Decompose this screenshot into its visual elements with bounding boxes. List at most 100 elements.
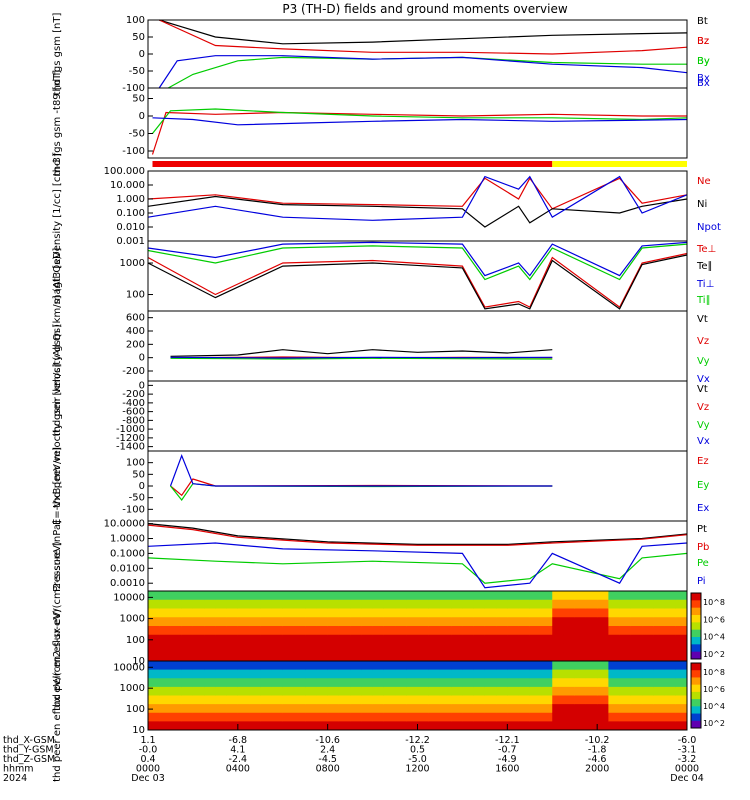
heatmap-cell (496, 661, 508, 671)
heatmap-cell (260, 669, 273, 679)
heatmap-cell (372, 591, 385, 601)
heatmap-cell (361, 669, 374, 679)
heatmap-cell (271, 704, 284, 714)
heatmap-cell (192, 686, 205, 696)
series-line-Ez (170, 478, 553, 497)
heatmap-cell (574, 591, 587, 601)
heatmap-cell (293, 721, 306, 731)
heatmap-cell (518, 617, 531, 627)
heatmap-cell (630, 626, 643, 636)
heatmap-cell (462, 686, 475, 696)
heatmap-cell (529, 591, 542, 601)
heatmap-cell (451, 695, 463, 705)
heatmap-cell (439, 652, 452, 662)
panel-frame (147, 310, 688, 382)
heatmap-cell (327, 661, 340, 671)
heatmap-cell (619, 617, 632, 627)
heatmap-cell (305, 695, 317, 705)
heatmap-cell (350, 661, 362, 671)
heatmap-cell (192, 669, 205, 679)
heatmap-cell (630, 599, 643, 609)
y-tick-label: 10000 (113, 592, 145, 603)
heatmap-cell (619, 704, 632, 714)
heatmap-cell (541, 712, 553, 722)
heatmap-cell (428, 591, 441, 601)
heatmap-cell (181, 643, 194, 653)
heatmap-cell (395, 686, 407, 696)
heatmap-cell (395, 626, 407, 636)
series-line-Npot (147, 175, 688, 221)
colorbar-tick-label: 10^4 (703, 702, 725, 711)
heatmap-cell (249, 686, 261, 696)
y-tick-label: 0.0010 (110, 578, 145, 589)
panel-fgs: Bt Bz By Bx 100 50 0 -50 -100 thd fgs gsm [nT] (52, 13, 710, 96)
heatmap-cell (597, 661, 609, 671)
heatmap-cell (327, 704, 340, 714)
heatmap-cell (507, 626, 520, 636)
heatmap-cell (204, 591, 216, 601)
heatmap-cell (305, 626, 317, 636)
heatmap-cell (316, 686, 329, 696)
heatmap-cell (327, 678, 340, 688)
panel-peer-velocity: VtVzVyVx0-200-400-600-800-1000-1200-1400… (52, 324, 710, 508)
heatmap-cell (395, 661, 407, 671)
heatmap-cell (249, 617, 261, 627)
heatmap-cell (159, 721, 171, 731)
heatmap-cell (619, 712, 632, 722)
heatmap-cell (507, 599, 520, 609)
heatmap-cell (372, 599, 385, 609)
heatmap-cell (439, 661, 452, 671)
heatmap-cell (204, 686, 216, 696)
heatmap-cell (608, 678, 621, 688)
heatmap-cell (237, 712, 250, 722)
legend-label-Vy: Vy (697, 420, 710, 431)
heatmap-cell (428, 599, 441, 609)
heatmap-cell (496, 634, 508, 644)
y-tick-label: -200 (122, 366, 145, 377)
heatmap-cell (181, 669, 194, 679)
y-tick-label: -50 (129, 129, 145, 140)
heatmap-cell (215, 617, 228, 627)
y-tick-label: 10 (132, 656, 145, 667)
heatmap-cell (574, 686, 587, 696)
heatmap-cell (383, 643, 396, 653)
heatmap-cell (597, 634, 609, 644)
heatmap-cell (619, 686, 632, 696)
heatmap-cell (361, 695, 374, 705)
y-tick-label: 100 (126, 704, 145, 715)
heatmap-cell (642, 643, 654, 653)
heatmap-cell (293, 695, 306, 705)
heatmap-cell (451, 669, 463, 679)
heatmap-cell (608, 669, 621, 679)
heatmap-cell (507, 721, 520, 731)
heatmap-cell (563, 686, 576, 696)
heatmap-cell (451, 608, 463, 618)
heatmap-cell (170, 695, 183, 705)
heatmap-cell (664, 652, 677, 662)
heatmap-cell (630, 617, 643, 627)
heatmap-cell (484, 669, 497, 679)
heatmap-cell (237, 695, 250, 705)
heatmap-cell (597, 599, 609, 609)
heatmap-cell (451, 721, 463, 731)
y-tick-label: 0 (139, 111, 145, 122)
heatmap-cell (642, 591, 654, 601)
heatmap-cell (159, 626, 171, 636)
heatmap-cell (237, 617, 250, 627)
heatmap-cell (473, 712, 486, 722)
heatmap-cell (249, 591, 261, 601)
heatmap-cell (305, 643, 317, 653)
panel-peir-eflux: 10^8 10^6 10^4 10^2 10000 1000 100 10 thd peir e… (52, 541, 725, 710)
x-tick-label: -6.0 (678, 735, 697, 746)
heatmap-cell (518, 669, 531, 679)
colorbar-segment (691, 593, 701, 601)
heatmap-cell (484, 634, 497, 644)
heatmap-cell (642, 695, 654, 705)
heatmap-cell (664, 704, 677, 714)
panel-frame (147, 19, 688, 89)
heatmap-cell (574, 626, 587, 636)
heatmap-cell (664, 669, 677, 679)
heatmap-cell (181, 634, 194, 644)
heatmap-cell (305, 686, 317, 696)
heatmap-cell (563, 591, 576, 601)
